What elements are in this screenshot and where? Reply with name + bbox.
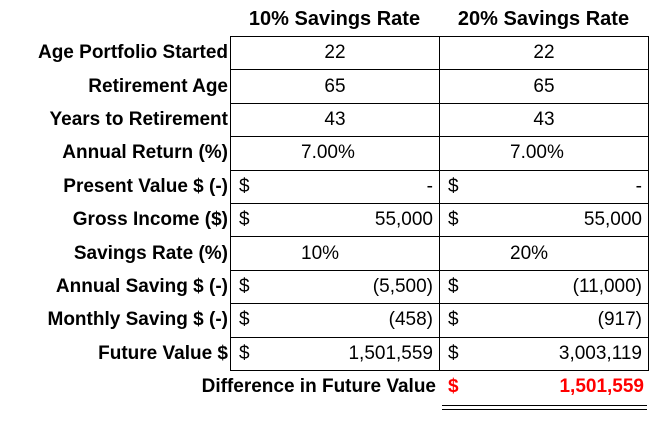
amount: - <box>635 175 642 197</box>
accounting-value: $ (917) <box>441 309 648 331</box>
cell-value: 65 <box>533 75 555 97</box>
column-header-20-percent: 20% Savings Rate <box>457 8 630 30</box>
amount: 55,000 <box>374 209 433 231</box>
value-cell-c1[interactable]: $55,000 <box>230 202 440 238</box>
table-row: Years to Retirement 43 43 <box>0 102 649 138</box>
table-row: Age Portfolio Started 22 22 <box>0 35 649 71</box>
amount: (458) <box>388 309 433 331</box>
value-cell-c2[interactable]: 7.00% <box>439 136 649 171</box>
value-cell-c1[interactable]: 65 <box>230 69 440 104</box>
amount: (917) <box>597 309 642 331</box>
value-cell-c1[interactable]: 7.00% <box>230 136 440 171</box>
cell-value: 22 <box>533 42 555 64</box>
value-cell-c2[interactable]: $55,000 <box>439 202 649 238</box>
accounting-value: $ - <box>441 175 648 198</box>
cell-value: 43 <box>324 108 346 130</box>
amount: (5,500) <box>372 275 433 297</box>
row-label: Annual Saving $ (-) <box>0 270 231 304</box>
cell-value: 20% <box>510 242 549 264</box>
currency-symbol: $ <box>239 309 250 331</box>
row-label: Age Portfolio Started <box>0 36 231 70</box>
value-cell-c2[interactable]: 43 <box>439 102 649 138</box>
difference-amount: 1,501,559 <box>559 376 644 397</box>
amount: (11,000) <box>572 275 642 297</box>
value-cell-c2[interactable]: $ (11,000) <box>439 269 649 305</box>
row-label: Future Value $ <box>0 337 231 371</box>
value-cell-c1[interactable]: $ (5,500) <box>230 269 440 305</box>
value-cell-c1[interactable]: $ - <box>230 169 440 204</box>
table-row: Retirement Age 65 65 <box>0 69 649 104</box>
table-row: Annual Return (%) 7.00% 7.00% <box>0 136 649 171</box>
cell-value: 7.00% <box>301 142 355 164</box>
table-row: Gross Income ($) $55,000 $55,000 <box>0 202 649 238</box>
value-cell-c1[interactable]: 22 <box>230 35 440 71</box>
amount: - <box>426 175 433 197</box>
cell-value: 65 <box>324 75 346 97</box>
row-label: Gross Income ($) <box>0 203 231 237</box>
value-cell-c2[interactable]: $ - <box>439 169 649 204</box>
difference-value-cell[interactable]: $ 1,501,559 <box>448 372 644 402</box>
currency-symbol: $ <box>239 342 250 364</box>
cell-value: 43 <box>533 108 555 130</box>
value-cell-c2[interactable]: 22 <box>439 35 649 71</box>
difference-currency: $ <box>448 376 459 397</box>
amount: 1,501,559 <box>348 342 433 364</box>
value-cell-c2[interactable]: 20% <box>439 236 649 271</box>
table-body: Age Portfolio Started 22 22 Retirement Age 6… <box>0 35 649 371</box>
row-label: Years to Retirement <box>0 103 231 137</box>
table-row: Future Value $ $1,501,559 $3,003,119 <box>0 336 649 371</box>
table-row: Monthly Saving $ (-) $ (458) $ (917) <box>0 303 649 338</box>
row-label: Savings Rate (%) <box>0 236 231 271</box>
currency-symbol: $ <box>448 275 459 297</box>
value-cell-c1[interactable]: $1,501,559 <box>230 336 440 371</box>
value-cell-c1[interactable]: $ (458) <box>230 303 440 338</box>
accounting-value: $ (458) <box>232 309 439 331</box>
row-label: Retirement Age <box>0 69 231 104</box>
currency-symbol: $ <box>448 209 459 231</box>
row-label: Annual Return (%) <box>0 136 231 171</box>
accounting-value: $55,000 <box>232 209 439 231</box>
row-label: Monthly Saving $ (-) <box>0 303 231 338</box>
accounting-value: $ - <box>232 175 439 198</box>
currency-symbol: $ <box>448 342 459 364</box>
cell-value: 22 <box>324 42 346 64</box>
table-row: Present Value $ (-) $ - $ - <box>0 169 649 204</box>
table-row: Annual Saving $ (-) $ (5,500) $ (11,000) <box>0 269 649 305</box>
row-label: Present Value $ (-) <box>0 170 231 204</box>
value-cell-c1[interactable]: 10% <box>230 236 440 271</box>
accounting-value: $55,000 <box>441 209 648 231</box>
amount: 3,003,119 <box>558 342 642 364</box>
currency-symbol: $ <box>239 175 250 197</box>
double-underline <box>442 405 647 410</box>
value-cell-c2[interactable]: $3,003,119 <box>439 336 649 371</box>
cell-value: 10% <box>301 242 340 264</box>
table-row: Savings Rate (%) 10% 20% <box>0 236 649 271</box>
cell-value: 7.00% <box>510 142 564 164</box>
accounting-value: $3,003,119 <box>441 342 648 365</box>
savings-comparison-table: Age Portfolio Started 22 22 Retirement Age 6… <box>0 35 649 371</box>
value-cell-c1[interactable]: 43 <box>230 102 440 138</box>
currency-symbol: $ <box>448 175 459 197</box>
currency-symbol: $ <box>448 309 459 331</box>
accounting-value: $ (5,500) <box>232 275 439 298</box>
value-cell-c2[interactable]: $ (917) <box>439 303 649 338</box>
accounting-value: $ (11,000) <box>441 275 648 298</box>
difference-label: Difference in Future Value <box>201 376 436 397</box>
currency-symbol: $ <box>239 275 250 297</box>
column-header-10-percent: 10% Savings Rate <box>248 8 421 30</box>
amount: 55,000 <box>583 209 642 231</box>
value-cell-c2[interactable]: 65 <box>439 69 649 104</box>
accounting-value: $1,501,559 <box>232 342 439 365</box>
currency-symbol: $ <box>239 209 250 231</box>
